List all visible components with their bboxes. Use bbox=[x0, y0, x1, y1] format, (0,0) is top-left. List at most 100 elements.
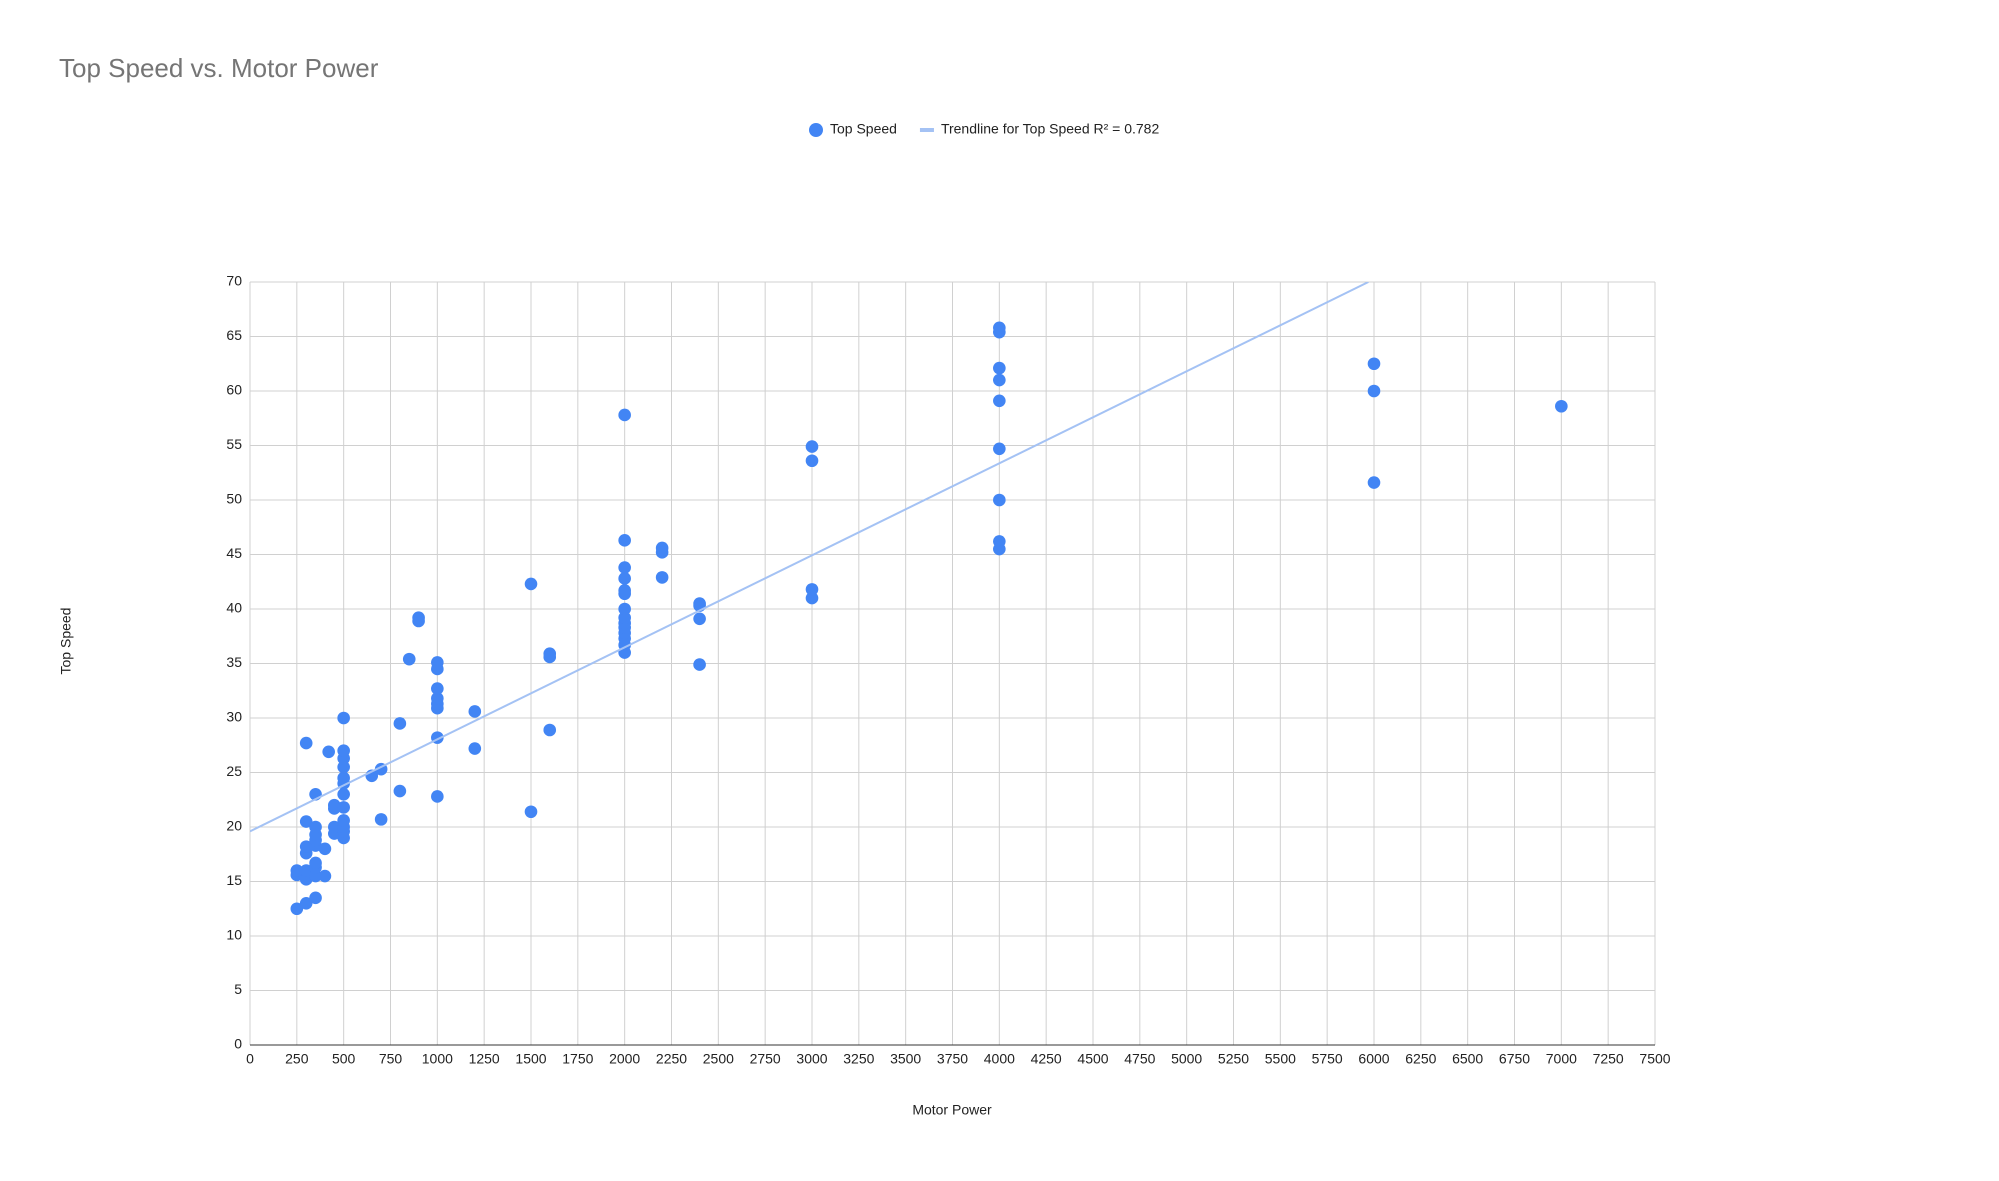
x-tick-label: 2000 bbox=[609, 1051, 640, 1067]
x-tick-label: 4000 bbox=[984, 1051, 1015, 1067]
x-tick-label: 500 bbox=[332, 1051, 356, 1067]
data-point bbox=[993, 361, 1006, 375]
data-point bbox=[309, 856, 322, 870]
data-point bbox=[805, 591, 819, 605]
x-tick-label: 1750 bbox=[562, 1051, 593, 1067]
data-point bbox=[374, 813, 388, 826]
x-tick-label: 750 bbox=[379, 1051, 403, 1067]
data-point bbox=[393, 717, 407, 730]
x-tick-label: 6500 bbox=[1452, 1051, 1483, 1067]
data-point bbox=[618, 584, 631, 597]
data-point bbox=[431, 682, 444, 695]
x-tick-label: 1000 bbox=[422, 1051, 453, 1067]
y-tick-label: 15 bbox=[226, 872, 242, 888]
data-point bbox=[993, 321, 1006, 335]
data-point bbox=[468, 705, 482, 718]
data-point bbox=[993, 493, 1006, 507]
y-tick-label: 50 bbox=[226, 491, 242, 507]
x-tick-label: 6000 bbox=[1358, 1051, 1389, 1067]
y-tick-label: 25 bbox=[226, 763, 242, 779]
y-tick-label: 0 bbox=[234, 1036, 242, 1052]
legend-label: Top Speed bbox=[830, 121, 897, 137]
y-tick-label: 60 bbox=[226, 382, 242, 398]
x-tick-label: 250 bbox=[285, 1051, 309, 1067]
data-point bbox=[993, 373, 1006, 387]
x-tick-label: 2750 bbox=[750, 1051, 781, 1067]
x-tick-label: 4500 bbox=[1077, 1051, 1108, 1067]
trendline bbox=[250, 282, 1369, 833]
legend-swatch bbox=[919, 128, 934, 132]
data-point bbox=[618, 408, 631, 422]
data-point bbox=[309, 869, 322, 883]
x-tick-label: 3000 bbox=[796, 1051, 827, 1067]
data-point bbox=[618, 572, 631, 585]
data-point bbox=[299, 815, 313, 828]
data-point bbox=[693, 612, 706, 626]
x-tick-label: 5000 bbox=[1171, 1051, 1202, 1067]
data-point bbox=[299, 840, 313, 853]
data-point bbox=[655, 541, 669, 555]
y-tick-label: 10 bbox=[226, 927, 242, 943]
data-point bbox=[337, 760, 350, 774]
data-point bbox=[805, 440, 819, 453]
data-point bbox=[290, 864, 304, 877]
data-point bbox=[431, 692, 444, 705]
data-point bbox=[693, 658, 706, 671]
data-point bbox=[337, 814, 350, 827]
data-point bbox=[402, 652, 416, 666]
data-point bbox=[993, 442, 1006, 456]
x-tick-label: 4250 bbox=[1031, 1051, 1062, 1067]
data-point bbox=[309, 891, 322, 905]
x-tick-label: 3500 bbox=[890, 1051, 921, 1067]
x-tick-label: 3750 bbox=[937, 1051, 968, 1067]
x-tick-label: 0 bbox=[246, 1051, 254, 1067]
y-axis-title: Top Speed bbox=[58, 608, 74, 675]
x-tick-label: 4750 bbox=[1124, 1051, 1155, 1067]
data-point bbox=[693, 597, 706, 610]
data-point bbox=[543, 723, 557, 737]
data-point bbox=[993, 394, 1006, 408]
data-point bbox=[393, 784, 407, 798]
x-tick-label: 3250 bbox=[843, 1051, 874, 1067]
x-tick-label: 5500 bbox=[1265, 1051, 1296, 1067]
x-tick-label: 1500 bbox=[515, 1051, 546, 1067]
data-point bbox=[337, 788, 350, 801]
x-tick-label: 5250 bbox=[1218, 1051, 1249, 1067]
data-point bbox=[318, 869, 332, 883]
x-tick-label: 1250 bbox=[469, 1051, 500, 1067]
data-point bbox=[805, 454, 819, 468]
data-point bbox=[805, 583, 819, 596]
y-tick-label: 45 bbox=[226, 545, 242, 561]
data-point bbox=[290, 902, 304, 916]
x-axis-title: Motor Power bbox=[912, 1102, 992, 1118]
data-point bbox=[431, 790, 444, 803]
data-point bbox=[328, 820, 341, 834]
legend-swatch bbox=[809, 123, 823, 137]
y-tick-label: 55 bbox=[226, 436, 242, 452]
y-tick-label: 65 bbox=[226, 327, 242, 343]
data-point bbox=[993, 535, 1006, 548]
data-point bbox=[655, 571, 669, 584]
x-tick-label: 6750 bbox=[1499, 1051, 1530, 1067]
data-point bbox=[412, 611, 425, 625]
y-tick-label: 35 bbox=[226, 654, 242, 670]
data-point bbox=[524, 805, 538, 819]
data-point bbox=[322, 745, 335, 759]
y-tick-label: 30 bbox=[226, 709, 242, 725]
x-tick-label: 2500 bbox=[703, 1051, 734, 1067]
legend-label: Trendline for Top Speed R² = 0.782 bbox=[941, 121, 1160, 137]
data-point bbox=[299, 897, 313, 910]
x-tick-label: 5750 bbox=[1312, 1051, 1343, 1067]
data-point bbox=[543, 647, 557, 660]
data-point bbox=[337, 771, 350, 785]
x-tick-label: 7000 bbox=[1546, 1051, 1577, 1067]
y-tick-label: 5 bbox=[234, 981, 242, 997]
x-tick-label: 7250 bbox=[1593, 1051, 1624, 1067]
chart-title: Top Speed vs. Motor Power bbox=[59, 53, 379, 83]
x-tick-label: 6250 bbox=[1405, 1051, 1436, 1067]
data-point bbox=[337, 711, 350, 725]
data-point bbox=[1367, 476, 1381, 489]
data-point bbox=[337, 801, 350, 814]
data-point bbox=[618, 561, 631, 574]
